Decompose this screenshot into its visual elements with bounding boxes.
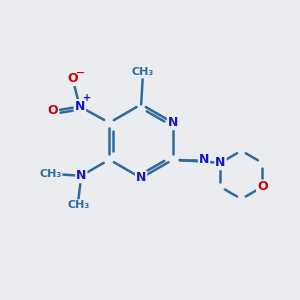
Text: N: N [168,116,178,129]
Text: N: N [136,172,146,184]
Text: O: O [257,181,268,194]
Text: N: N [215,156,226,169]
Text: O: O [67,72,78,85]
Text: CH₃: CH₃ [67,200,89,210]
Text: N: N [75,100,85,113]
Text: +: + [82,93,91,103]
Text: −: − [76,68,86,78]
Text: CH₃: CH₃ [39,169,62,179]
Text: O: O [47,104,58,118]
Text: CH₃: CH₃ [131,67,154,77]
Text: N: N [199,153,209,166]
Text: N: N [76,169,86,182]
